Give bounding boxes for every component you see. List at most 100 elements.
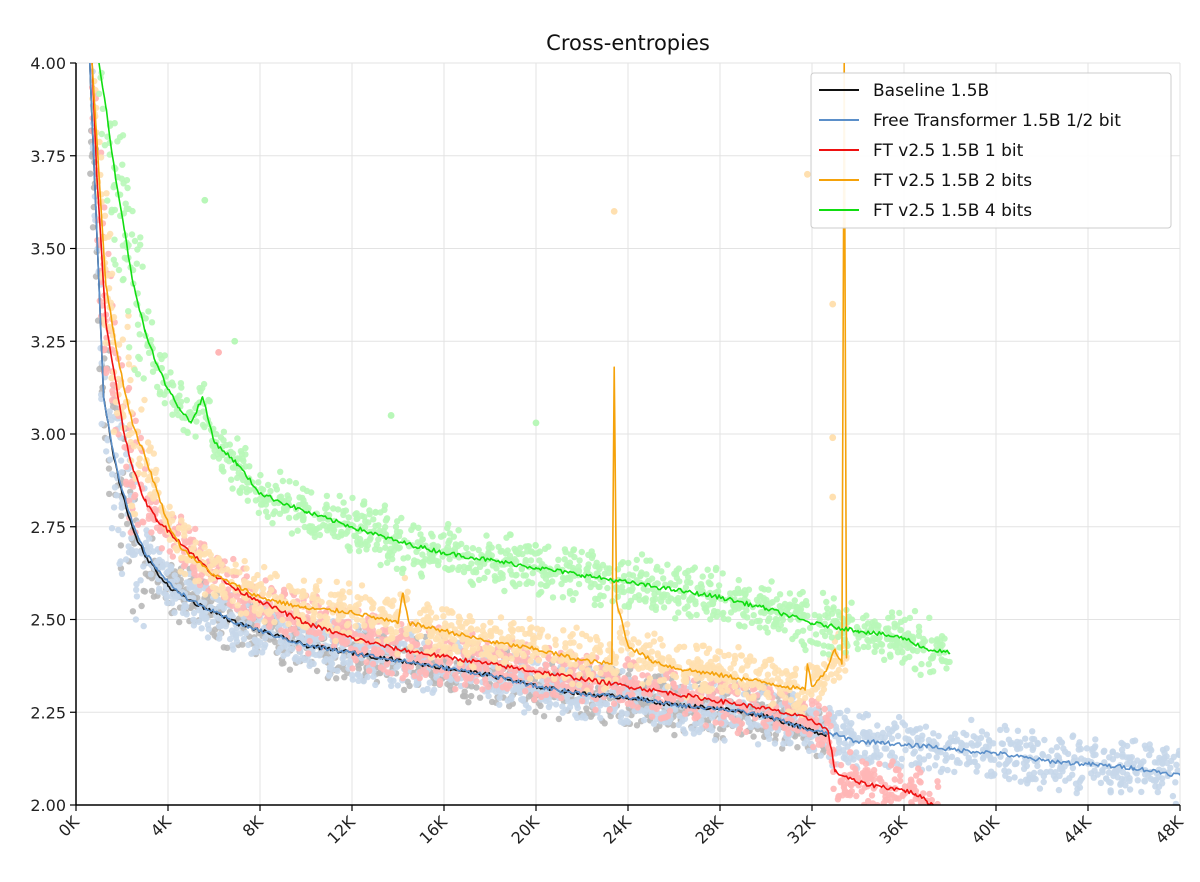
scatter-point (1029, 728, 1036, 735)
scatter-point (844, 707, 851, 714)
scatter-point (569, 680, 576, 688)
scatter-point (670, 671, 677, 679)
scatter-point (552, 701, 560, 708)
scatter-point (285, 644, 292, 652)
scatter-point (275, 648, 282, 656)
scatter-point (895, 713, 903, 721)
scatter-point (531, 696, 538, 703)
scatter-point (1002, 772, 1009, 779)
scatter-point (1029, 735, 1036, 743)
scatter-point (109, 387, 116, 395)
scatter-point (999, 740, 1007, 748)
scatter-point (243, 565, 250, 572)
scatter-point (142, 570, 149, 577)
scatter-point (364, 673, 371, 681)
scatter-point (578, 697, 586, 705)
scatter-point (540, 713, 548, 720)
scatter-point (785, 676, 792, 683)
scatter-point (416, 674, 423, 682)
scatter-point (261, 644, 268, 651)
scatter-point (1131, 737, 1139, 744)
scatter-point (255, 630, 263, 637)
scatter-point (241, 578, 248, 585)
scatter-point (227, 635, 234, 643)
scatter-point (901, 722, 909, 729)
scatter-point (1011, 774, 1018, 781)
scatter-point (954, 757, 961, 764)
scatter-point (558, 694, 565, 702)
scatter-point (746, 695, 753, 702)
scatter-point (855, 734, 862, 742)
scatter-point (404, 678, 411, 685)
scatter-point (978, 728, 986, 735)
scatter-point (352, 623, 359, 630)
scatter-point (783, 670, 791, 677)
scatter-point (89, 224, 97, 231)
scatter-point (882, 761, 889, 768)
scatter-point (1069, 764, 1077, 772)
scatter-point (813, 710, 820, 717)
scatter-point (199, 612, 206, 619)
scatter-point (1039, 750, 1046, 758)
scatter-point (1029, 746, 1036, 753)
scatter-point (633, 663, 640, 670)
scatter-point (257, 605, 264, 612)
scatter-point (325, 672, 333, 679)
scatter-point (640, 644, 648, 651)
scatter-point (612, 676, 619, 683)
scatter-point (318, 634, 325, 642)
scatter-point (794, 701, 802, 708)
scatter-point (102, 369, 110, 377)
scatter-point (497, 614, 505, 621)
scatter-point (808, 697, 815, 704)
scatter-point (1163, 759, 1171, 767)
scatter-point (198, 625, 205, 632)
scatter-point (105, 233, 112, 240)
scatter-point (894, 732, 902, 740)
scatter-point (355, 662, 362, 669)
scatter-point (306, 658, 313, 665)
scatter-point (567, 648, 574, 655)
scatter-point (389, 635, 396, 642)
scatter-point (254, 583, 261, 590)
scatter-point (1014, 745, 1021, 753)
scatter-point (354, 594, 361, 601)
scatter-point (473, 684, 480, 691)
scatter-point (542, 644, 550, 651)
scatter-point (848, 771, 855, 778)
scatter-point (132, 491, 139, 499)
scatter-point (140, 563, 147, 570)
scatter-point (675, 721, 682, 728)
scatter-point (111, 484, 119, 491)
scatter-point (697, 659, 704, 666)
scatter-point (495, 649, 502, 656)
scatter-point (127, 438, 134, 446)
scatter-point (657, 635, 664, 643)
scatter-point (691, 683, 699, 690)
scatter-point (125, 543, 132, 550)
scatter-point (1058, 739, 1066, 746)
scatter-point (237, 610, 245, 617)
scatter-point (141, 588, 149, 595)
scatter-point (1110, 770, 1117, 777)
scatter-point (534, 673, 541, 680)
scatter-point (144, 476, 152, 484)
scatter-point (124, 323, 131, 331)
scatter-point (597, 669, 604, 677)
scatter-point (345, 620, 352, 627)
scatter-point (449, 635, 456, 643)
scatter-point (119, 336, 127, 343)
scatter-point (366, 596, 374, 603)
scatter-point (474, 645, 481, 652)
scatter-point (551, 675, 558, 682)
scatter-point (504, 697, 511, 704)
scatter-point (622, 676, 629, 683)
scatter-point (879, 787, 886, 794)
scatter-point (968, 740, 975, 747)
scatter-point (1154, 759, 1162, 766)
scatter-point (680, 726, 687, 733)
scatter-point (888, 735, 896, 742)
scatter-point (1138, 788, 1145, 796)
scatter-point (530, 639, 537, 646)
scatter-point (1109, 749, 1116, 756)
